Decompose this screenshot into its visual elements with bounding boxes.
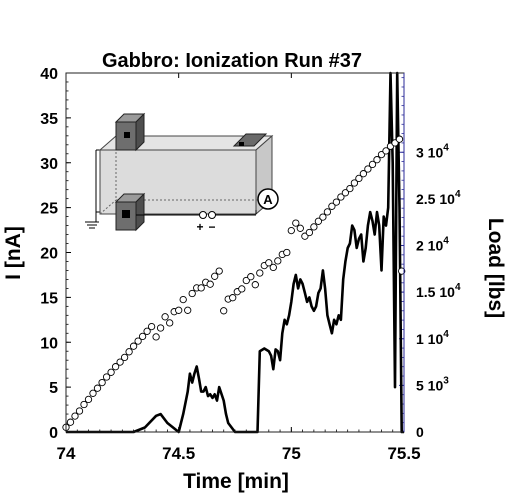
y2-tick-label: 1.5 104: [416, 282, 461, 300]
load-data-point: [229, 294, 237, 302]
load-data-point: [75, 407, 84, 415]
load-data-point: [211, 272, 219, 280]
load-data-point: [319, 213, 327, 221]
load-data-point: [197, 284, 205, 292]
y-tick-label: 35: [40, 111, 58, 128]
load-data-point: [215, 267, 223, 275]
load-data-point: [283, 248, 291, 257]
y2-tick-label: 5 103: [416, 375, 449, 393]
load-data-point: [256, 269, 264, 277]
load-data-point: [184, 306, 192, 314]
load-data-point: [247, 273, 255, 281]
svg-text:A: A: [263, 192, 273, 207]
load-data-point: [98, 378, 106, 387]
load-data-point: [175, 306, 183, 314]
y2-tick-label: 3 104: [416, 142, 449, 160]
y2-tick-label: 2.5 104: [416, 189, 461, 207]
load-data-point: [93, 384, 102, 392]
load-data-point: [296, 224, 304, 232]
load-data-point: [364, 165, 372, 173]
load-data-point: [341, 189, 350, 197]
load-data-point: [346, 184, 354, 193]
sample-schematic: + − A: [85, 112, 279, 234]
y2-axis-label: Load [lbs]: [484, 218, 507, 318]
load-data-point: [395, 135, 404, 143]
y-tick-label: 20: [40, 246, 58, 263]
load-data-point: [323, 208, 332, 216]
load-data-point: [129, 342, 138, 350]
load-data-point: [188, 289, 196, 298]
y2-tick-label: 0: [416, 424, 424, 440]
load-data-point: [368, 160, 377, 169]
load-data-point: [166, 319, 174, 327]
load-data-point: [206, 280, 214, 288]
y-tick-label: 40: [40, 66, 58, 83]
load-data-point: [359, 170, 368, 178]
load-data-point: [161, 313, 169, 321]
load-data-point: [107, 368, 115, 376]
load-data-point: [350, 179, 359, 187]
load-data-point: [152, 333, 160, 341]
load-data-point: [310, 223, 318, 231]
load-data-point: [337, 193, 345, 201]
y-axis-label: I [nA]: [2, 226, 25, 280]
load-data-point: [238, 285, 246, 293]
load-data-point: [120, 353, 129, 362]
load-data-point: [125, 348, 133, 356]
load-data-point: [134, 337, 142, 345]
x-tick-label: 74.5: [162, 444, 195, 463]
y-tick-label: 25: [40, 201, 58, 218]
load-data-point: [287, 226, 295, 235]
load-data-point: [179, 295, 187, 304]
load-data-point: [143, 327, 151, 335]
load-data-point: [102, 373, 111, 381]
y2-tick-label: 2 104: [416, 236, 449, 254]
ammeter-icon: [257, 188, 279, 210]
load-data-point: [251, 281, 259, 289]
load-data-point: [398, 267, 406, 275]
x-tick-label: 75.5: [387, 444, 420, 463]
load-data-point: [355, 174, 363, 183]
y-tick-label: 5: [49, 380, 58, 397]
load-data-point: [265, 259, 273, 267]
x-tick-label: 75: [282, 444, 301, 463]
load-data-point: [305, 228, 314, 237]
y-tick-label: 15: [40, 290, 58, 307]
load-data-point: [382, 147, 390, 155]
load-data-point: [80, 400, 88, 409]
load-data-point: [373, 156, 381, 164]
load-data-point: [138, 332, 147, 341]
chart-title: Gabbro: Ionization Run #37: [102, 50, 362, 72]
load-data-point: [292, 219, 300, 227]
load-data-point: [71, 412, 79, 420]
load-data-point: [89, 389, 97, 397]
load-data-point: [274, 257, 282, 265]
series-line-current: [66, 71, 404, 434]
svg-text:+: +: [196, 220, 203, 234]
load-data-point: [269, 263, 277, 272]
load-data-point: [156, 324, 165, 332]
load-data-point: [332, 198, 341, 206]
y-tick-label: 10: [40, 335, 58, 352]
load-data-point: [111, 363, 120, 371]
load-data-point: [66, 418, 75, 426]
svg-text:−: −: [208, 220, 215, 234]
y-tick-label: 30: [40, 156, 58, 173]
load-data-point: [314, 217, 323, 225]
x-tick-label: 74: [57, 444, 76, 463]
load-data-point: [116, 358, 124, 366]
x-axis-label: Time [min]: [183, 470, 289, 493]
y-tick-label: 0: [49, 425, 58, 442]
load-data-point: [84, 395, 93, 404]
load-data-point: [220, 307, 228, 315]
load-data-point: [328, 202, 336, 210]
y2-tick-label: 1 104: [416, 329, 449, 347]
load-data-point: [147, 322, 156, 331]
